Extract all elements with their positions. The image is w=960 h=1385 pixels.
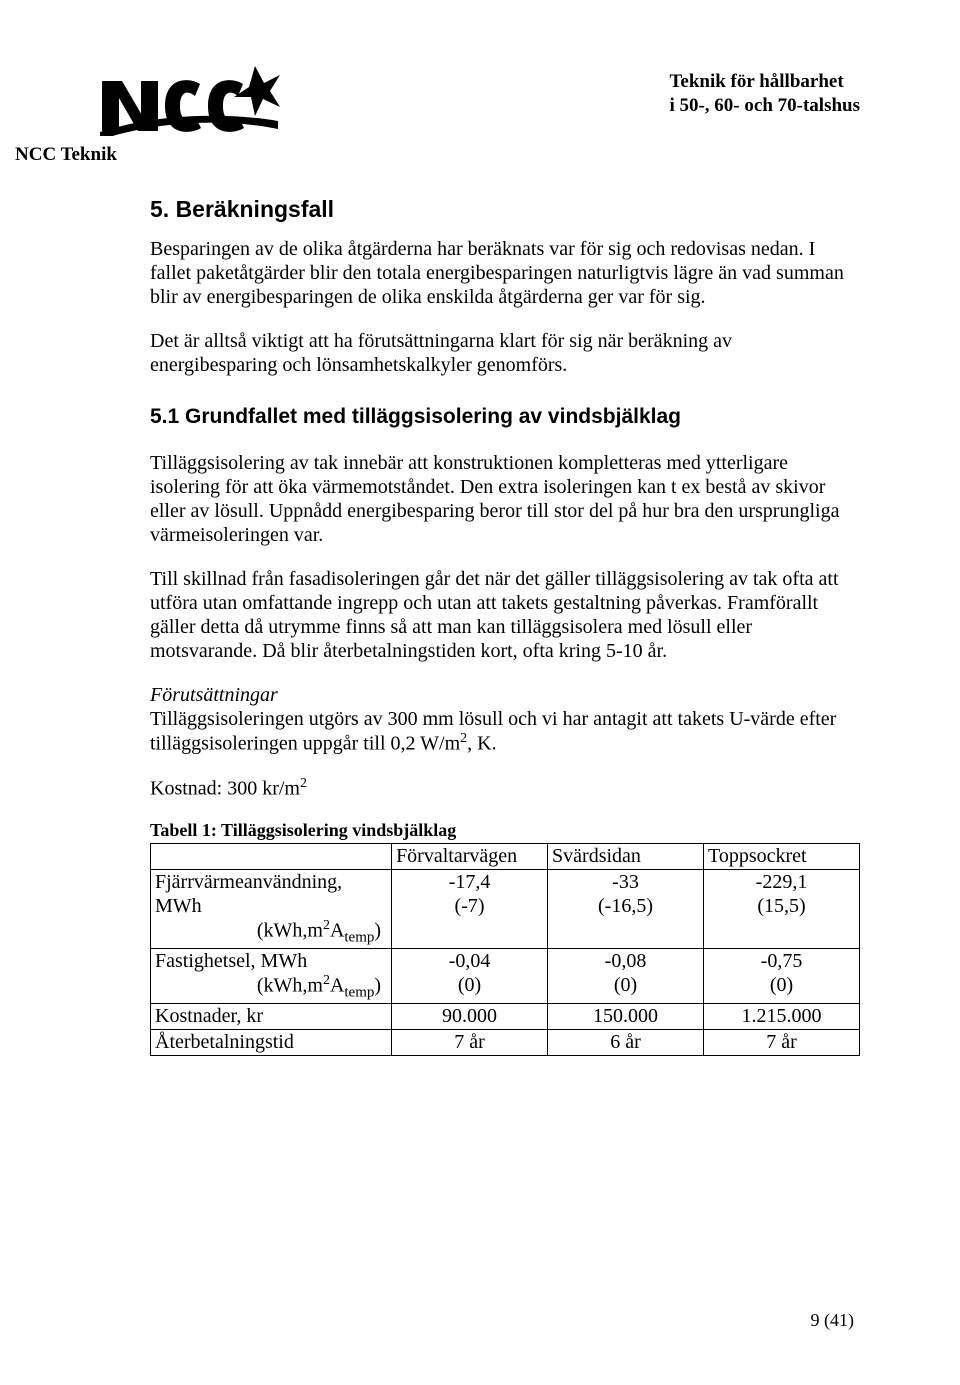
logo-block bbox=[100, 66, 280, 136]
row-label: Fastighetsel, MWh (kWh,m2Atemp) bbox=[151, 948, 392, 1003]
cell: -0,08(0) bbox=[548, 948, 704, 1003]
page-content: 5. Beräkningsfall Besparingen av de olik… bbox=[150, 196, 860, 1056]
row-label-line2: (kWh,m2Atemp) bbox=[155, 973, 387, 1002]
cell: 7 år bbox=[392, 1029, 548, 1055]
subsection-para-1: Tilläggsisolering av tak innebär att kon… bbox=[150, 451, 860, 547]
section-para-2: Det är alltså viktigt att ha förutsättni… bbox=[150, 329, 860, 377]
cost-line: Kostnad: 300 kr/m2 bbox=[150, 776, 860, 801]
cell: -33(-16,5) bbox=[548, 870, 704, 949]
assumptions-label: Förutsättningar bbox=[150, 684, 278, 706]
row-label-line1: Fjärrvärmeanvändning, MWh bbox=[155, 871, 342, 917]
assumptions-block: Förutsättningar Tilläggsisoleringen utgö… bbox=[150, 683, 860, 756]
table-caption: Tabell 1: Tilläggsisolering vindsbjälkla… bbox=[150, 820, 860, 841]
table-row: Fastighetsel, MWh (kWh,m2Atemp) -0,04(0)… bbox=[151, 948, 860, 1003]
table-row: Fjärrvärmeanvändning, MWh (kWh,m2Atemp) … bbox=[151, 870, 860, 949]
cell: -0,75(0) bbox=[704, 948, 860, 1003]
ncc-logo-icon bbox=[100, 66, 280, 136]
cell: -229,1(15,5) bbox=[704, 870, 860, 949]
cost-text: Kostnad: 300 kr/m bbox=[150, 777, 300, 799]
row-label: Fjärrvärmeanvändning, MWh (kWh,m2Atemp) bbox=[151, 870, 392, 949]
cell: 90.000 bbox=[392, 1003, 548, 1029]
header-line2: i 50-, 60- och 70-talshus bbox=[669, 94, 860, 118]
row-label: Kostnader, kr bbox=[151, 1003, 392, 1029]
header-line1: Teknik för hållbarhet bbox=[669, 70, 860, 94]
header-title: Teknik för hållbarhet i 50-, 60- och 70-… bbox=[669, 70, 860, 118]
document-page: Teknik för hållbarhet i 50-, 60- och 70-… bbox=[0, 0, 960, 1385]
row-label-line1: Fastighetsel, MWh bbox=[155, 950, 307, 972]
cell: -17,4(-7) bbox=[392, 870, 548, 949]
table-row: Återbetalningstid 7 år 6 år 7 år bbox=[151, 1029, 860, 1055]
section-para-1: Besparingen av de olika åtgärderna har b… bbox=[150, 237, 860, 309]
col-toppsockret: Toppsockret bbox=[704, 844, 860, 870]
subsection-para-2: Till skillnad från fasadisoleringen går … bbox=[150, 567, 860, 663]
table-header-row: Förvaltarvägen Svärdsidan Toppsockret bbox=[151, 844, 860, 870]
cell: 6 år bbox=[548, 1029, 704, 1055]
data-table: Förvaltarvägen Svärdsidan Toppsockret Fj… bbox=[150, 843, 860, 1055]
row-label-line2: (kWh,m2Atemp) bbox=[155, 918, 387, 947]
row-label: Återbetalningstid bbox=[151, 1029, 392, 1055]
col-svardsidan: Svärdsidan bbox=[548, 844, 704, 870]
section-title: 5. Beräkningsfall bbox=[150, 196, 860, 223]
cell: 1.215.000 bbox=[704, 1003, 860, 1029]
col-empty bbox=[151, 844, 392, 870]
cell: -0,04(0) bbox=[392, 948, 548, 1003]
squared-2: 2 bbox=[300, 776, 307, 791]
page-header: Teknik för hållbarhet i 50-, 60- och 70-… bbox=[100, 66, 860, 136]
col-forvaltarvagen: Förvaltarvägen bbox=[392, 844, 548, 870]
table-row: Kostnader, kr 90.000 150.000 1.215.000 bbox=[151, 1003, 860, 1029]
cell: 150.000 bbox=[548, 1003, 704, 1029]
subbrand-label: NCC Teknik bbox=[15, 144, 860, 166]
cell: 7 år bbox=[704, 1029, 860, 1055]
assumptions-tail: , K. bbox=[467, 733, 496, 755]
subsection-title: 5.1 Grundfallet med tilläggsisolering av… bbox=[150, 405, 860, 429]
page-number: 9 (41) bbox=[811, 1310, 855, 1331]
